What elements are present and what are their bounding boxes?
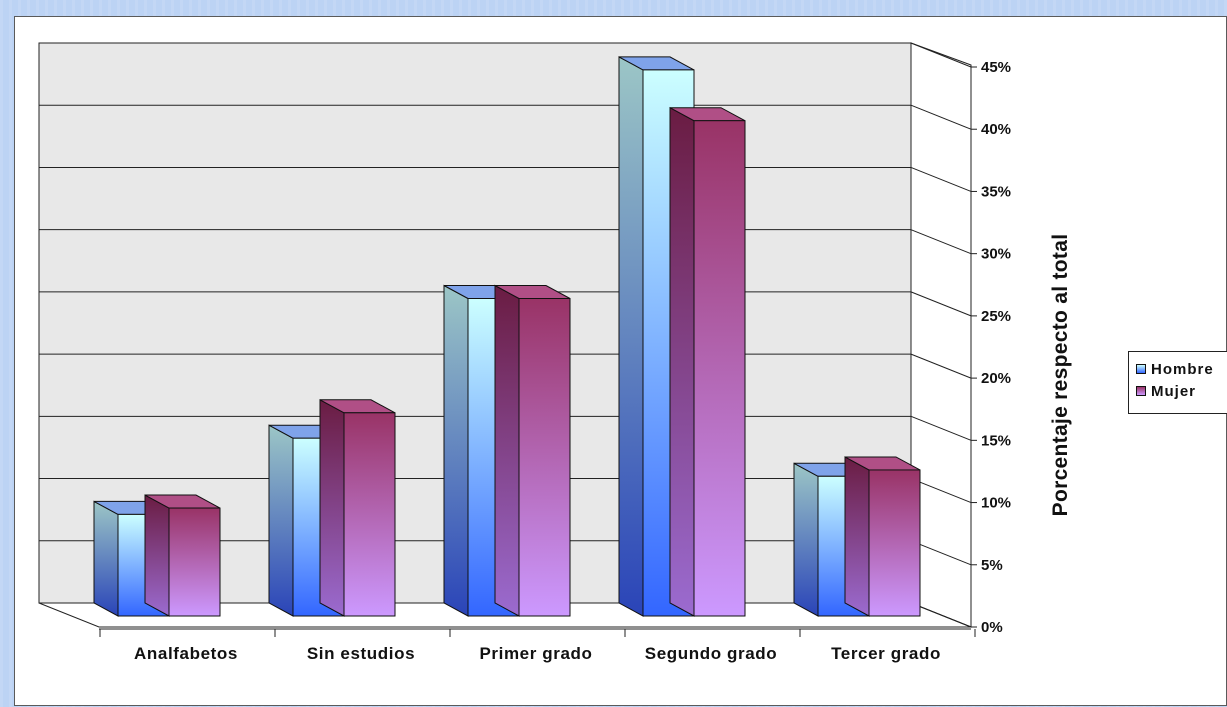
gridline-depth — [910, 415, 972, 441]
x-tick-label-sin-estudios: Sin estudios — [307, 644, 415, 663]
x-tick-label-tercer-grado: Tercer grado — [831, 644, 941, 663]
legend-label-hombre: Hombre — [1151, 360, 1214, 378]
y-tick-label: 15% — [981, 432, 1011, 449]
bar-mujer-segundo-grado — [669, 106, 746, 617]
y-tick-label: 25% — [981, 308, 1011, 325]
y-tick-label: 45% — [981, 59, 1011, 76]
bar-mujer-analfabetos — [144, 494, 221, 617]
legend-swatch-mujer — [1136, 386, 1146, 396]
bar-mujer-primer-grado — [494, 284, 571, 617]
chart-area: 0% 5% 10% 15% 20% 25% 30% 35% 40% 45% Analfabetos… — [14, 16, 1227, 706]
gridline-depth — [910, 166, 972, 192]
y-tick-label: 5% — [981, 557, 1003, 574]
legend-swatch-hombre — [1136, 364, 1146, 374]
gridline-depth — [910, 104, 972, 130]
y-tick-label: 0% — [981, 619, 1003, 636]
y-tick-label: 40% — [981, 121, 1011, 138]
legend-item-mujer: Mujer — [1136, 380, 1227, 402]
bar-mujer-sin-estudios — [319, 398, 396, 617]
gridline-depth — [910, 602, 972, 628]
bar-chart: 0% 5% 10% 15% 20% 25% 30% 35% 40% 45% Analfabetos… — [38, 42, 1072, 663]
legend-label-mujer: Mujer — [1151, 382, 1197, 400]
gridline-depth — [910, 42, 972, 68]
legend-item-hombre: Hombre — [1136, 358, 1227, 380]
x-tick-label-segundo-grado: Segundo grado — [645, 644, 777, 663]
bar-mujer-tercer-grado — [844, 456, 921, 617]
gridline-depth — [910, 478, 972, 504]
x-tick-label-primer-grado: Primer grado — [479, 644, 592, 663]
x-tick-label-analfabetos: Analfabetos — [134, 644, 238, 663]
gridline-depth — [910, 353, 972, 379]
gridline-depth — [910, 229, 972, 255]
y-tick-label: 10% — [981, 495, 1011, 512]
y-axis-title: Porcentaje respecto al total — [1049, 234, 1072, 517]
gridline-depth — [910, 291, 972, 317]
gridline-depth — [910, 540, 972, 566]
y-tick-label: 35% — [981, 183, 1011, 200]
legend: Hombre Mujer — [1128, 351, 1227, 414]
y-tick-label: 30% — [981, 246, 1011, 263]
y-tick-label: 20% — [981, 370, 1011, 387]
